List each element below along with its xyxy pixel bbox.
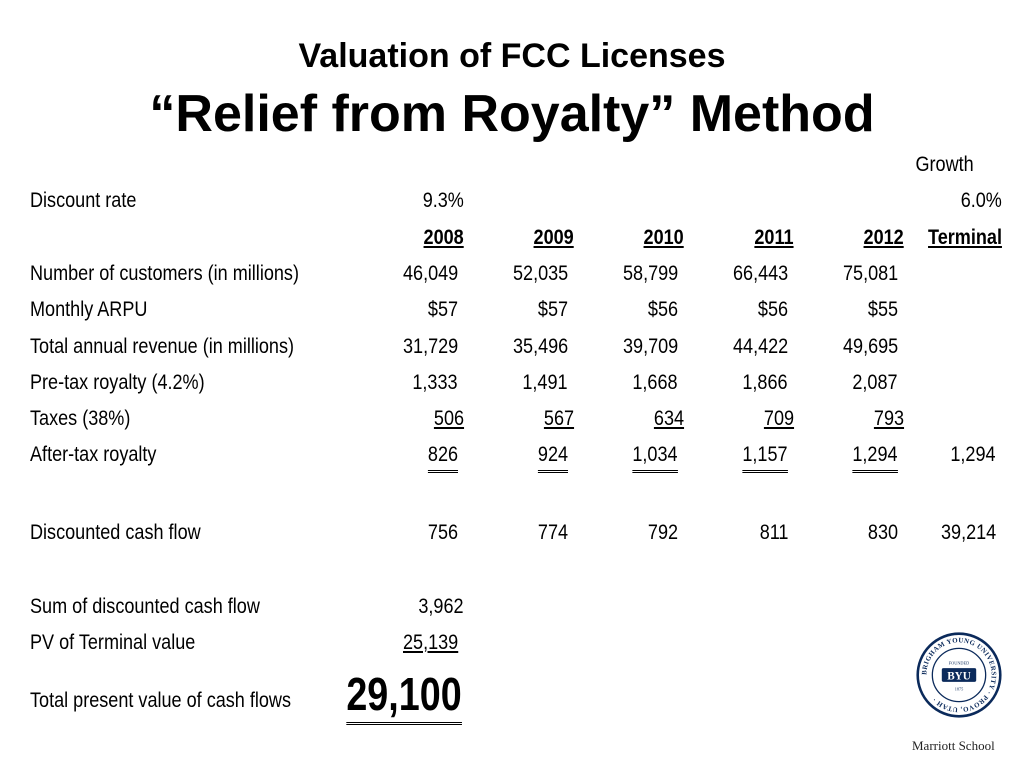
- arpu-2008: $57: [427, 298, 458, 321]
- seal-year-text: 1875: [955, 686, 964, 691]
- year-header-2012: 2012: [863, 226, 904, 249]
- growth-header: Growth: [915, 153, 974, 176]
- pretax-2008: 1,333: [412, 371, 458, 394]
- dcf-label: Discounted cash flow: [30, 521, 201, 544]
- year-header-2009: 2009: [533, 226, 574, 249]
- slide-subtitle: “Relief from Royalty” Method: [149, 85, 875, 143]
- arpu-2011: $56: [757, 298, 788, 321]
- school-name: Marriott School: [912, 738, 995, 753]
- dcf-2008: 756: [427, 521, 458, 544]
- discount-rate-label: Discount rate: [30, 189, 137, 212]
- taxes-2010: 634: [653, 407, 684, 430]
- year-header-2008: 2008: [423, 226, 464, 249]
- taxes-2009: 567: [543, 407, 574, 430]
- dcf-2010: 792: [647, 521, 678, 544]
- customers-2010: 58,799: [622, 262, 678, 285]
- revenue-2008: 31,729: [402, 335, 458, 358]
- pv-terminal-value: 25,139: [402, 631, 458, 654]
- total-value: 29,100: [346, 668, 462, 725]
- growth-rate-value: 6.0%: [960, 189, 1002, 212]
- revenue-label: Total annual revenue (in millions): [30, 335, 295, 358]
- customers-label: Number of customers (in millions): [30, 262, 299, 285]
- customers-2009: 52,035: [512, 262, 568, 285]
- sum-dcf-value: 3,962: [418, 595, 464, 618]
- pretax-2011: 1,866: [742, 371, 788, 394]
- revenue-2009: 35,496: [512, 335, 568, 358]
- pretax-2009: 1,491: [522, 371, 568, 394]
- revenue-2011: 44,422: [732, 335, 788, 358]
- aftertax-label: After-tax royalty: [30, 443, 157, 466]
- aftertax-2009: 924: [537, 442, 568, 473]
- aftertax-2011: 1,157: [742, 442, 788, 473]
- arpu-2009: $57: [537, 298, 568, 321]
- taxes-2011: 709: [763, 407, 794, 430]
- arpu-label: Monthly ARPU: [30, 298, 148, 321]
- dcf-2009: 774: [537, 521, 568, 544]
- revenue-2012: 49,695: [842, 335, 898, 358]
- aftertax-terminal: 1,294: [950, 443, 996, 466]
- aftertax-2008: 826: [427, 442, 458, 473]
- arpu-2012: $55: [867, 298, 898, 321]
- customers-2012: 75,081: [842, 262, 898, 285]
- sum-dcf-label: Sum of discounted cash flow: [30, 595, 260, 618]
- discount-rate-value: 9.3%: [422, 189, 464, 212]
- customers-2008: 46,049: [402, 262, 458, 285]
- customers-2011: 66,443: [732, 262, 788, 285]
- revenue-2010: 39,709: [622, 335, 678, 358]
- pretax-2010: 1,668: [632, 371, 678, 394]
- arpu-2010: $56: [647, 298, 678, 321]
- dcf-2012: 830: [867, 521, 898, 544]
- slide-title: Valuation of FCC Licenses: [298, 37, 726, 75]
- seal-small-text: FOUNDED: [949, 661, 970, 666]
- total-label: Total present value of cash flows: [30, 689, 292, 712]
- byu-seal-icon: BRIGHAM YOUNG UNIVERSITY · PROVO, UTAH ·…: [916, 632, 1002, 718]
- pretax-label: Pre-tax royalty (4.2%): [30, 371, 205, 394]
- pretax-2012: 2,087: [852, 371, 898, 394]
- terminal-header: Terminal: [928, 226, 1002, 249]
- aftertax-2012: 1,294: [852, 442, 898, 473]
- dcf-2011: 811: [759, 521, 788, 544]
- year-header-2010: 2010: [643, 226, 684, 249]
- taxes-2012: 793: [873, 407, 904, 430]
- taxes-2008: 506: [433, 407, 464, 430]
- dcf-terminal: 39,214: [940, 521, 996, 544]
- taxes-label: Taxes (38%): [30, 407, 131, 430]
- pv-terminal-label: PV of Terminal value: [30, 631, 196, 654]
- seal-byu-text: BYU: [947, 670, 971, 682]
- aftertax-2010: 1,034: [632, 442, 678, 473]
- year-header-2011: 2011: [754, 226, 794, 249]
